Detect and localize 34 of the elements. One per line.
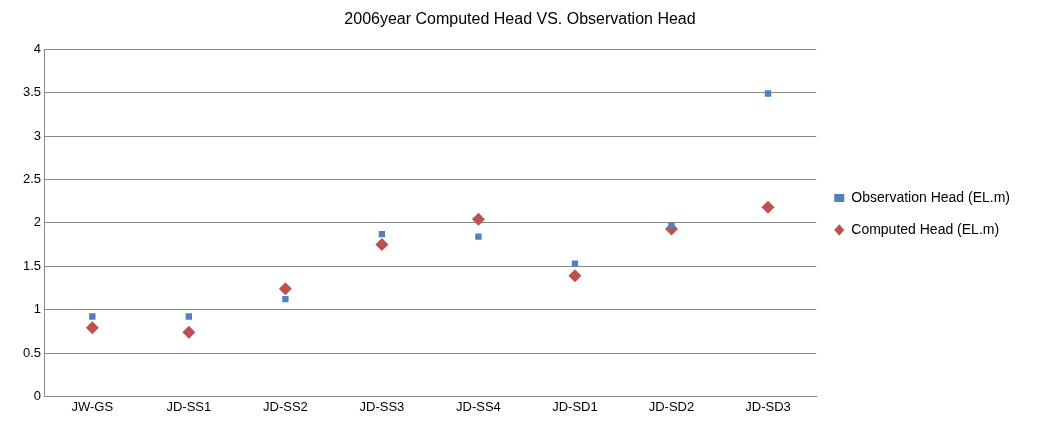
y-tick-label: 1 [33, 301, 42, 317]
point [185, 313, 193, 320]
point [278, 282, 292, 296]
x-tick-label: JW-GS [71, 398, 114, 414]
point [182, 325, 196, 339]
x-tick-label: JD-SS3 [359, 398, 405, 414]
x-tick-label: JD-SS2 [262, 398, 308, 414]
y-tick-label: 2 [33, 214, 42, 230]
y-tick-label: 3 [33, 127, 42, 143]
y-tick-label: 1.5 [22, 257, 42, 273]
point [668, 222, 675, 229]
y-tick-label: 2.5 [22, 170, 42, 186]
point [761, 200, 775, 214]
chart-title: 2006year Computed Head VS. Observation Head [344, 10, 696, 28]
x-tick-label: JD-SD3 [745, 398, 791, 414]
x-tick-label: JD-SS1 [166, 398, 212, 414]
y-tick-label: 3.5 [22, 84, 42, 100]
point [764, 90, 772, 97]
legend-label: Computed Head (EL.m) [851, 220, 1000, 237]
y-tick-label: 0.5 [22, 344, 42, 360]
point [375, 238, 389, 251]
y-tick-label: 4 [33, 40, 42, 56]
point [282, 296, 289, 303]
point [471, 212, 485, 226]
legend-label: Observation Head (EL.m) [851, 188, 1010, 205]
point [571, 260, 579, 267]
x-tick-label: JD-SD2 [648, 398, 695, 414]
x-tick-label: JD-SS4 [456, 398, 501, 414]
y-tick-label: 0 [33, 387, 42, 403]
point [89, 313, 96, 320]
point [475, 233, 482, 240]
x-tick-label: JD-SD1 [552, 398, 598, 414]
point [85, 321, 99, 335]
point [568, 269, 582, 283]
